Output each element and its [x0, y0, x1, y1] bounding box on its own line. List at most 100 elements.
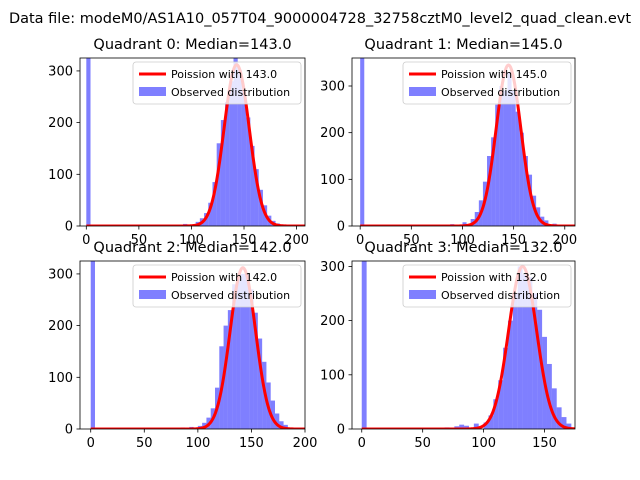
histogram-bar	[361, 261, 367, 429]
histogram-bar	[249, 289, 254, 429]
histogram-bar	[488, 415, 494, 429]
histogram-bar	[512, 293, 518, 429]
histogram-bar	[232, 284, 237, 429]
histogram-bar	[566, 423, 572, 429]
histogram-bar	[522, 274, 528, 429]
legend-label-observed: Observed distribution	[441, 289, 560, 302]
chart-legend: Poission with 132.0 Observed distribution	[402, 264, 572, 308]
chart-panel-0: Quadrant 0: Median=143.0 0 50 100 150 200 0 100…	[48, 37, 309, 248]
y-tick-label: 200	[320, 314, 345, 329]
histogram-bar	[483, 422, 489, 429]
histogram-bar	[270, 400, 275, 429]
histogram-bar	[546, 363, 552, 429]
chart-title: Quadrant 1: Median=145.0	[364, 37, 562, 53]
x-tick-label: 100	[471, 436, 496, 451]
y-tick-label: 200	[48, 319, 73, 334]
legend-label-observed: Observed distribution	[441, 86, 560, 99]
histogram-bar	[491, 137, 496, 226]
y-tick-label: 100	[320, 173, 345, 188]
histogram-bar	[246, 117, 251, 226]
histogram-bar	[462, 222, 467, 226]
legend-label-observed: Observed distribution	[171, 86, 290, 99]
histogram-bar	[498, 380, 504, 429]
y-tick-label: 300	[48, 267, 73, 282]
chart-title: Quadrant 0: Median=143.0	[93, 37, 291, 53]
figure-suptitle: Data file: modeM0/AS1A10_057T04_90000047…	[9, 11, 631, 27]
histogram-bar	[275, 413, 280, 429]
legend-label-observed: Observed distribution	[171, 289, 290, 302]
axes-frame	[351, 260, 576, 430]
y-tick-label: 100	[320, 368, 345, 383]
chart-title: Quadrant 3: Median=132.0	[364, 240, 562, 256]
chart-panel-2: Quadrant 2: Median=142.0 0 50 100 150 200 0 100…	[48, 240, 317, 451]
poisson-curve	[85, 63, 305, 226]
chart-title: Quadrant 2: Median=142.0	[93, 240, 291, 256]
x-tick-label: 0	[87, 436, 95, 451]
histogram-bar	[237, 69, 242, 226]
histogram-bar	[220, 120, 226, 226]
histogram-bar	[240, 273, 245, 429]
histogram-bar	[523, 156, 528, 226]
histogram-bar	[236, 279, 241, 429]
histogram-bar	[225, 101, 230, 226]
histogram-bar	[527, 174, 533, 226]
x-tick-label: 0	[356, 233, 364, 248]
y-tick-label: 200	[48, 116, 73, 131]
histogram-bar	[279, 421, 284, 429]
y-tick-label: 300	[320, 260, 345, 275]
y-tick-label: 300	[48, 64, 73, 79]
x-tick-label: 50	[414, 436, 431, 451]
legend-box	[132, 264, 302, 308]
plot-area	[85, 58, 305, 226]
plot-area	[359, 58, 575, 226]
x-tick-label: 200	[284, 233, 309, 248]
x-tick-label: 150	[232, 233, 257, 248]
y-tick-label: 300	[320, 80, 345, 95]
histogram-bar	[503, 347, 508, 429]
x-tick-label: 150	[532, 436, 557, 451]
panels-container: Quadrant 0: Median=143.0 0 50 100 150 200 0 100…	[48, 37, 577, 451]
histogram-bar	[561, 417, 567, 429]
y-tick-label: 0	[65, 220, 73, 235]
histogram-bar	[90, 261, 95, 429]
axes-frame	[79, 57, 306, 227]
plot-area	[89, 261, 305, 429]
histogram-bar	[556, 407, 562, 429]
x-tick-label: 50	[136, 436, 153, 451]
histogram-bar	[507, 320, 513, 429]
axes-frame	[351, 57, 576, 227]
histogram-bar	[532, 293, 538, 429]
x-tick-label: 0	[358, 436, 366, 451]
histogram-bar	[216, 143, 221, 226]
x-tick-label: 100	[450, 233, 475, 248]
histogram-bar	[464, 425, 469, 429]
axes-frame	[79, 260, 306, 430]
histogram-bar	[258, 189, 263, 226]
legend-box	[402, 61, 572, 105]
x-tick-label: 150	[501, 233, 526, 248]
chart-panel-3: Quadrant 3: Median=132.0 0 50 100 150 0 100 200…	[320, 240, 576, 451]
histogram-bar	[233, 58, 238, 226]
histogram-bar	[493, 399, 499, 429]
histogram-bar	[229, 81, 234, 226]
chart-legend: Poission with 143.0 Observed distribution	[132, 61, 302, 105]
legend-label-poisson: Poission with 145.0	[441, 68, 547, 81]
histogram-bar	[254, 169, 259, 226]
histogram-bar	[507, 72, 512, 226]
x-tick-label: 100	[185, 436, 210, 451]
x-tick-label: 50	[131, 233, 148, 248]
chart-legend: Poission with 145.0 Observed distribution	[402, 61, 572, 105]
histogram-bar	[503, 90, 508, 226]
x-tick-label: 150	[239, 436, 264, 451]
legend-label-poisson: Poission with 142.0	[171, 271, 277, 284]
histogram-bar	[551, 388, 557, 429]
legend-box	[132, 61, 302, 105]
legend-patch-swatch	[409, 87, 436, 96]
histogram-bar	[537, 309, 543, 429]
x-tick-label: 0	[82, 233, 90, 248]
legend-box	[402, 264, 572, 308]
histogram-bar	[511, 90, 516, 226]
histogram-bar	[212, 182, 217, 226]
histogram-bar	[208, 202, 213, 226]
